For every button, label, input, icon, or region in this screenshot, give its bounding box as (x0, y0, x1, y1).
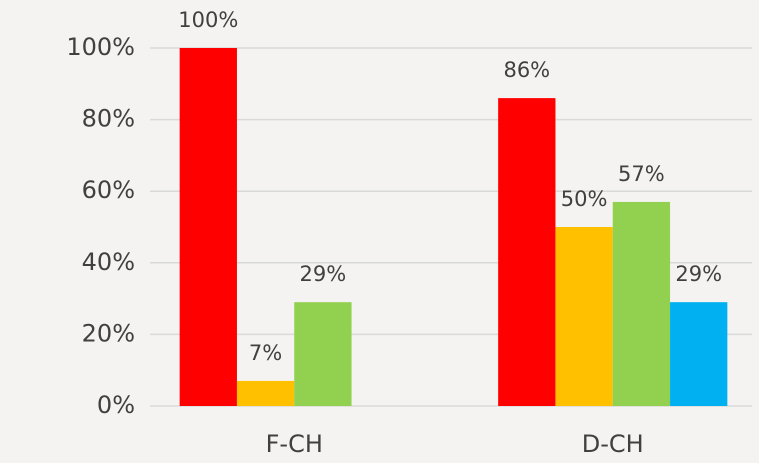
bar (236, 380, 295, 406)
data-label: 50% (561, 187, 608, 211)
data-label: 29% (300, 262, 347, 286)
y-tick-label: 60% (82, 176, 135, 204)
data-label: 86% (503, 58, 550, 82)
bar (612, 201, 671, 406)
data-label: 57% (618, 162, 665, 186)
x-tick-label: D-CH (582, 430, 644, 458)
y-tick-label: 40% (82, 248, 135, 276)
data-label: 100% (178, 8, 238, 32)
y-tick-label: 80% (82, 105, 135, 133)
bar (498, 98, 556, 407)
data-label: 7% (249, 341, 282, 365)
data-label: 29% (675, 262, 722, 286)
y-tick-label: 0% (97, 391, 135, 419)
bar (294, 302, 352, 406)
bar (179, 48, 237, 406)
bar (555, 227, 613, 406)
y-tick-label: 20% (82, 319, 135, 347)
bar (670, 302, 728, 406)
x-tick-label: F-CH (266, 430, 323, 458)
y-tick-label: 100% (66, 33, 135, 61)
